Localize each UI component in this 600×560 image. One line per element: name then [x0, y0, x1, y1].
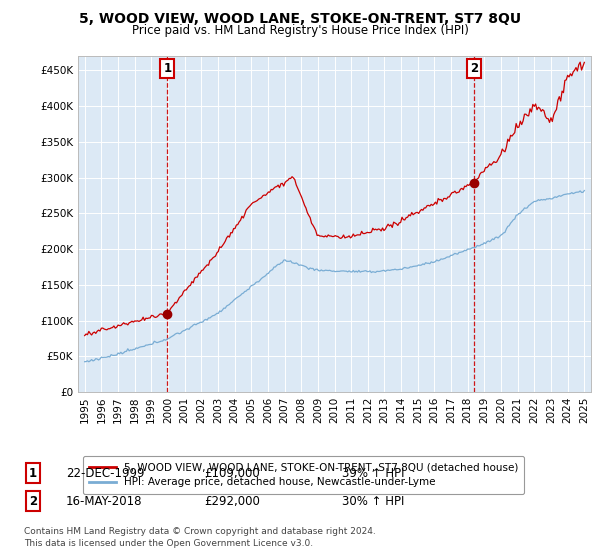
Legend: 5, WOOD VIEW, WOOD LANE, STOKE-ON-TRENT, ST7 8QU (detached house), HPI: Average : 5, WOOD VIEW, WOOD LANE, STOKE-ON-TRENT,… — [83, 456, 524, 494]
Text: 2: 2 — [29, 494, 37, 508]
Text: 1: 1 — [29, 466, 37, 480]
Text: Price paid vs. HM Land Registry's House Price Index (HPI): Price paid vs. HM Land Registry's House … — [131, 24, 469, 36]
Text: 2: 2 — [470, 62, 478, 74]
Text: 5, WOOD VIEW, WOOD LANE, STOKE-ON-TRENT, ST7 8QU: 5, WOOD VIEW, WOOD LANE, STOKE-ON-TRENT,… — [79, 12, 521, 26]
Text: 39% ↑ HPI: 39% ↑ HPI — [342, 466, 404, 480]
Text: 30% ↑ HPI: 30% ↑ HPI — [342, 494, 404, 508]
Text: 1: 1 — [163, 62, 172, 74]
Text: This data is licensed under the Open Government Licence v3.0.: This data is licensed under the Open Gov… — [24, 539, 313, 548]
Text: £109,000: £109,000 — [204, 466, 260, 480]
Text: 16-MAY-2018: 16-MAY-2018 — [66, 494, 143, 508]
Text: Contains HM Land Registry data © Crown copyright and database right 2024.: Contains HM Land Registry data © Crown c… — [24, 528, 376, 536]
Text: 22-DEC-1999: 22-DEC-1999 — [66, 466, 145, 480]
Text: £292,000: £292,000 — [204, 494, 260, 508]
